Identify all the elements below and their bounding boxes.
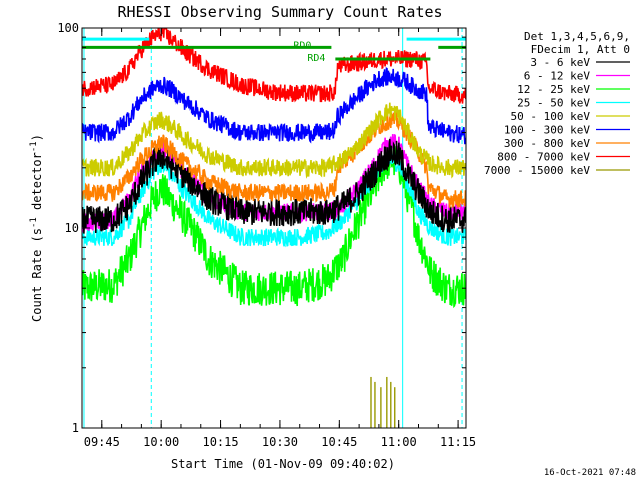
x-tick-label: 09:45 [84, 435, 120, 449]
series-line-100-300 [82, 67, 466, 145]
state-label-rd0: RD0 [293, 40, 311, 51]
x-tick-label: 10:45 [321, 435, 357, 449]
x-tick-label: 10:00 [143, 435, 179, 449]
legend-label: 3 - 6 keV [530, 56, 590, 69]
series-line-50-100 [82, 102, 466, 179]
series-line-3-6 [82, 138, 466, 234]
state-label-rd4: RD4 [307, 53, 325, 64]
series-line-12-25 [82, 144, 466, 309]
y-axis: 1 10 100 [57, 21, 466, 435]
legend: Det 1,3,4,5,6,9,FDecim 1, Att 03 - 6 keV… [484, 30, 630, 177]
legend-label: 800 - 7000 keV [497, 151, 590, 164]
legend-header-line: FDecim 1, Att 0 [531, 43, 630, 56]
chart-title: RHESSI Observing Summary Count Rates [117, 3, 442, 21]
y-axis-label: Count Rate (s-1 detector-1) [29, 134, 44, 322]
legend-header-line: Det 1,3,4,5,6,9, [524, 30, 630, 43]
x-tick-label: 11:00 [381, 435, 417, 449]
x-axis: 09:45 10:00 10:15 10:30 10:45 11:00 11:15 [81, 28, 476, 449]
y-tick-label: 100 [57, 21, 79, 35]
series-line-800-7000 [82, 28, 466, 104]
x-tick-label: 11:15 [440, 435, 476, 449]
y-tick-label: 10 [65, 221, 79, 235]
legend-label: 100 - 300 keV [504, 124, 590, 137]
legend-label: 6 - 12 keV [524, 70, 591, 83]
legend-label: 50 - 100 keV [511, 110, 591, 123]
legend-label: 300 - 800 keV [504, 137, 590, 150]
footer-date: 16-Oct-2021 07:48 [544, 468, 636, 478]
legend-label: 25 - 50 keV [517, 97, 590, 110]
x-axis-label: Start Time (01-Nov-09 09:40:02) [171, 457, 395, 471]
x-tick-label: 10:15 [202, 435, 238, 449]
legend-label: 12 - 25 keV [517, 83, 590, 96]
x-tick-label: 10:30 [262, 435, 298, 449]
y-tick-label: 1 [72, 421, 79, 435]
legend-label: 7000 - 15000 keV [484, 164, 590, 177]
